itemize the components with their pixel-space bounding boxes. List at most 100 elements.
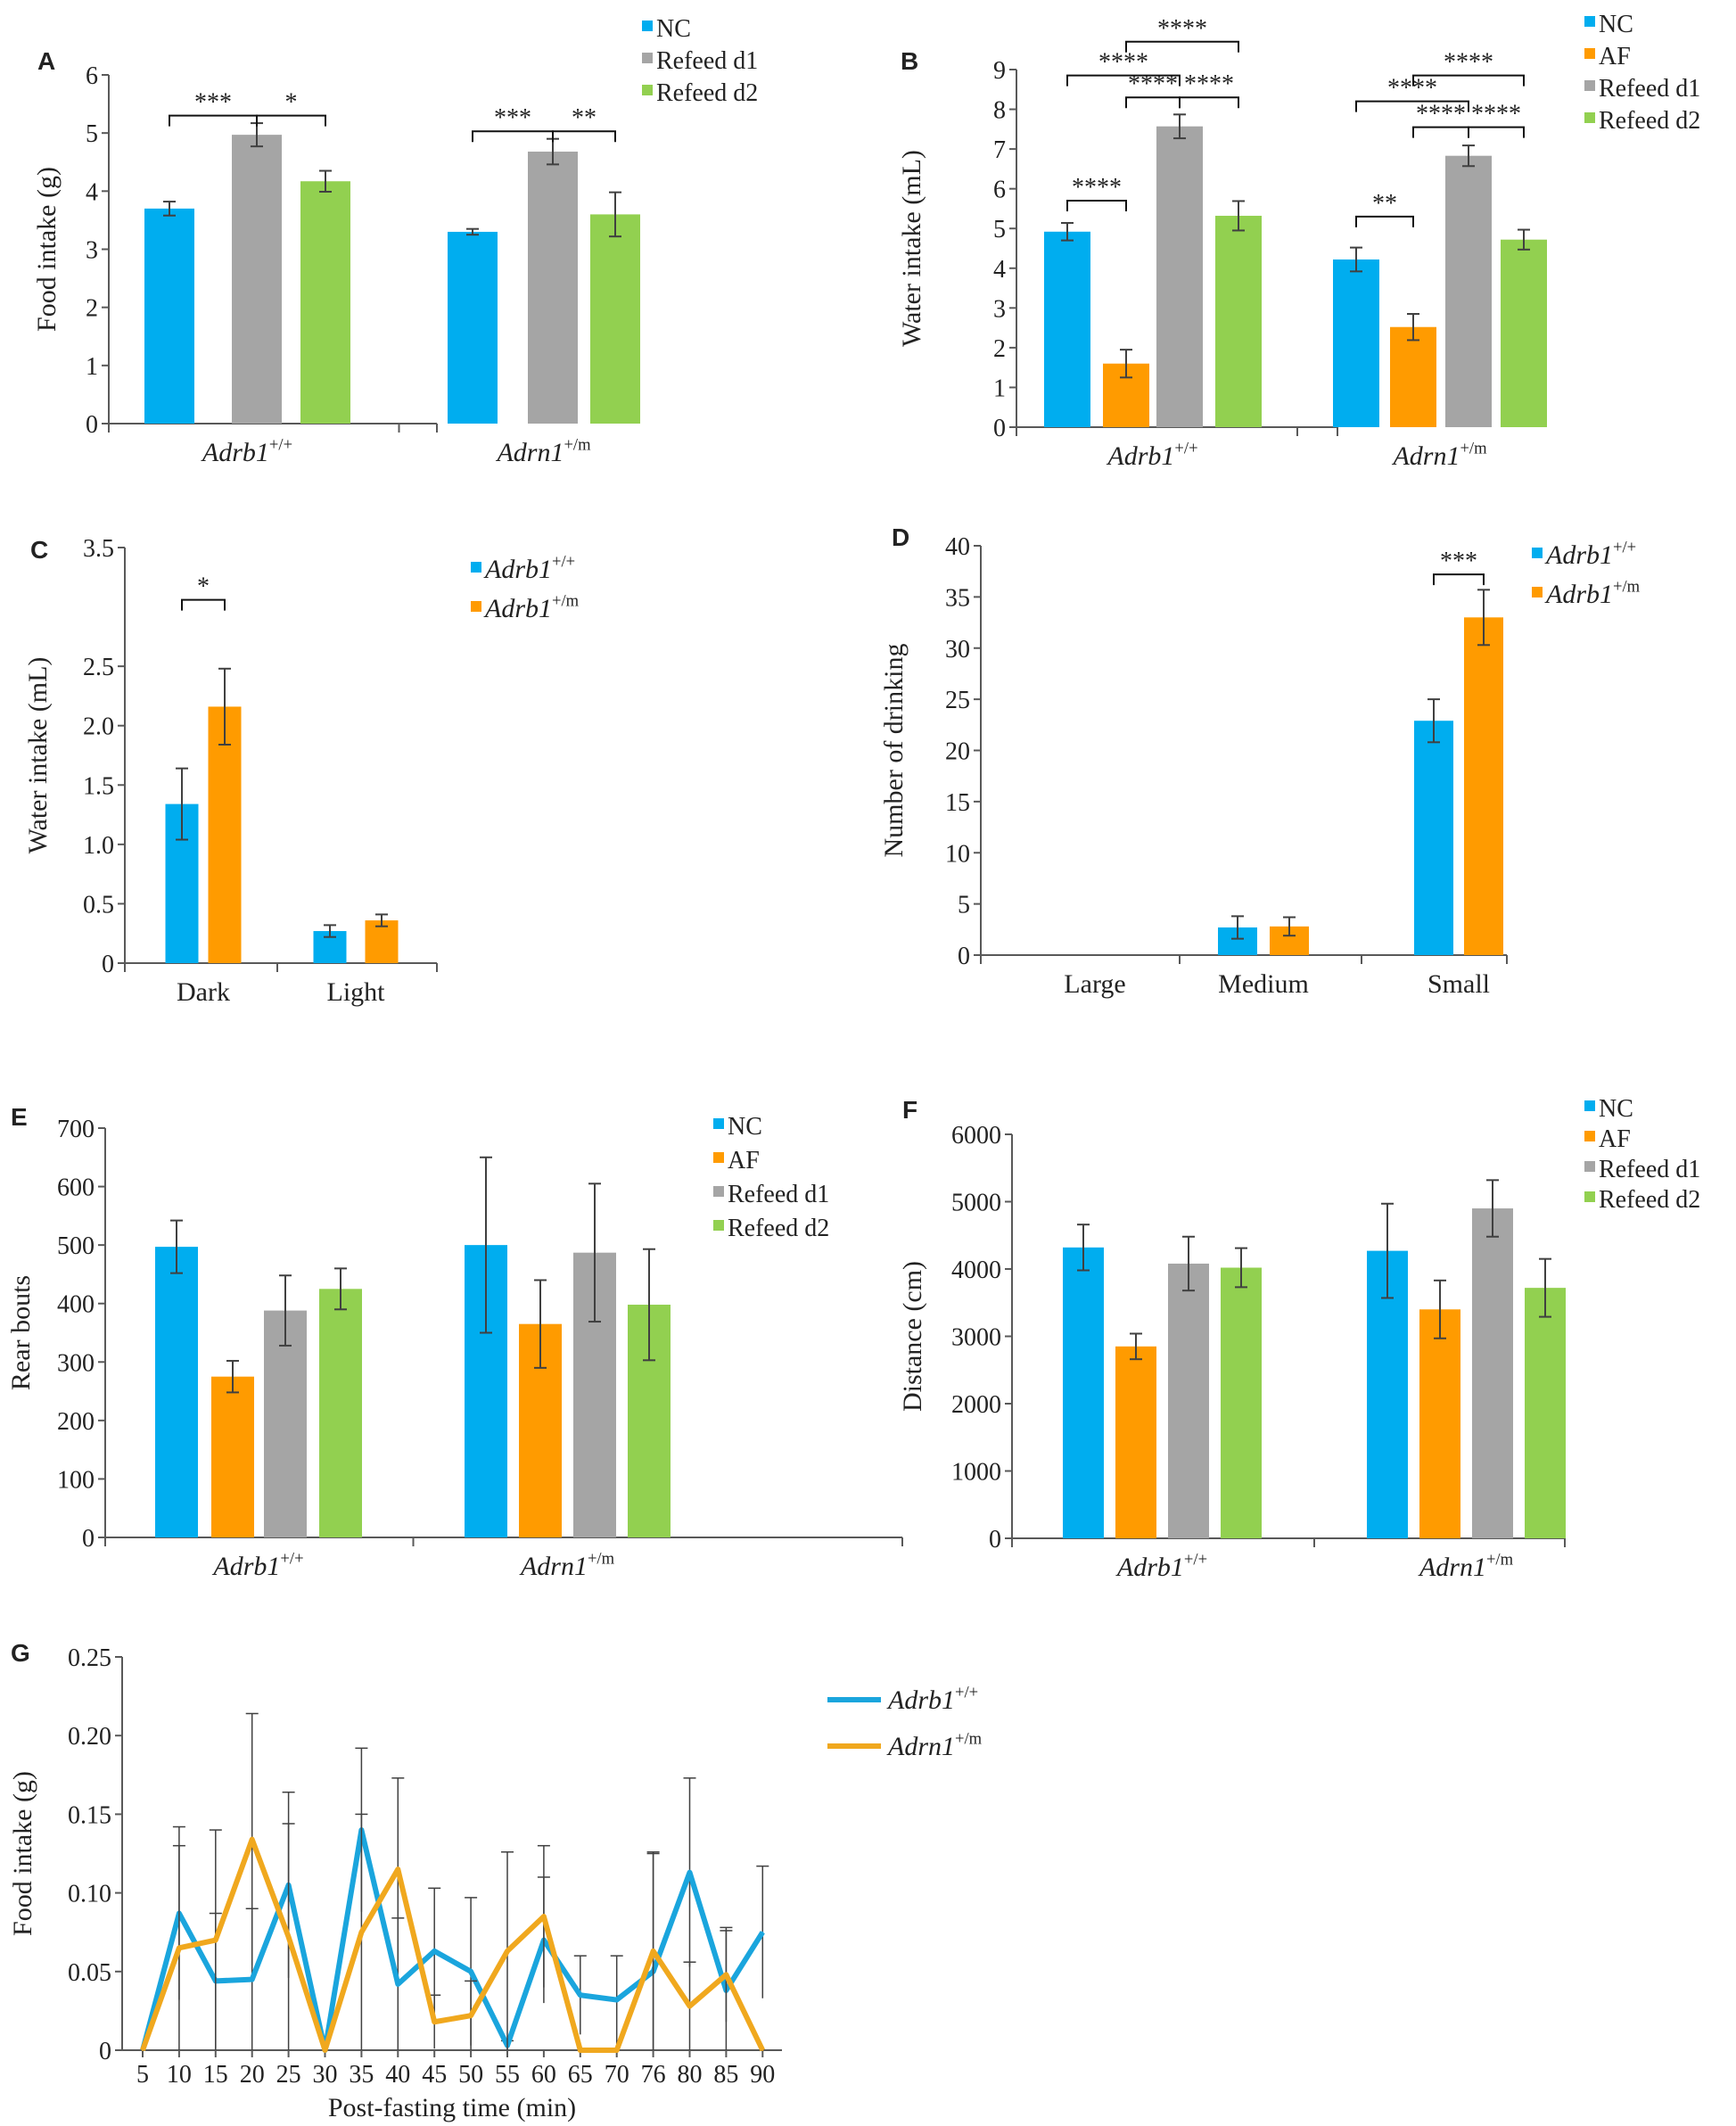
significance-label: * (285, 89, 298, 117)
x-group-label: Adrn1+/m (1391, 439, 1487, 471)
y-tick-label: 0.10 (68, 1881, 111, 1908)
significance-bracket (1125, 96, 1181, 109)
y-tick-label: 0.20 (68, 1723, 111, 1751)
x-tick-label: 35 (349, 2061, 374, 2089)
bar (264, 1310, 307, 1537)
series-line (140, 1827, 765, 2053)
legend-label: Adrb1+/m (483, 591, 580, 623)
bar (144, 208, 194, 424)
y-tick-label: 9 (993, 57, 1006, 85)
y-tick-label: 5000 (951, 1190, 1001, 1217)
y-axis-label: Water intake (mL) (23, 657, 53, 854)
y-tick-label: 6 (993, 177, 1006, 204)
data-point (725, 1974, 728, 1976)
y-tick-label: 0 (958, 943, 970, 970)
x-tick-label: 55 (495, 2061, 520, 2089)
y-tick-label: 4 (86, 178, 98, 206)
y-tick-label: 1000 (951, 1459, 1001, 1487)
y-tick-label: 600 (57, 1174, 95, 1202)
y-tick-label: 3 (993, 295, 1006, 323)
bar (319, 1289, 362, 1537)
x-axis-label: Post-fasting time (min) (328, 2093, 576, 2122)
y-tick-label: 3 (86, 237, 98, 265)
y-tick-label: 8 (993, 97, 1006, 125)
y-tick-label: 2 (86, 295, 98, 323)
legend-swatch (1584, 112, 1595, 123)
x-group-label: Adrb1+/+ (201, 435, 292, 467)
x-tick-label: 90 (750, 2061, 775, 2089)
x-tick-label: 30 (313, 2061, 338, 2089)
legend-swatch (713, 1118, 724, 1129)
x-tick-label: 45 (422, 2061, 447, 2089)
legend-swatch (471, 601, 481, 612)
data-point (287, 1935, 290, 1938)
y-tick-label: 0 (993, 415, 1006, 442)
significance-bracket (1412, 126, 1469, 138)
legend-label: NC (1599, 1095, 1633, 1123)
bar (1419, 1309, 1460, 1538)
significance-label: **** (1098, 49, 1148, 77)
x-category-label: Medium (1218, 969, 1309, 999)
panel-d: D 0 5 10 15 20 25 30 35 40 Number of drinking Large… (879, 523, 1641, 999)
bar (528, 152, 578, 424)
legend-swatch (1532, 548, 1543, 558)
x-tick-label: 20 (240, 2061, 265, 2089)
y-tick-label: 0.5 (83, 891, 114, 919)
y-tick-label: 200 (57, 1408, 95, 1436)
bar (365, 920, 399, 963)
y-tick-label: 35 (945, 584, 970, 612)
bar (1168, 1263, 1209, 1538)
y-tick-label: 4000 (951, 1257, 1001, 1284)
legend-swatch (1532, 587, 1543, 597)
y-tick-label: 1 (86, 353, 98, 381)
y-tick-label: 1.5 (83, 772, 114, 800)
panel-label: D (892, 523, 909, 551)
y-tick-label: 10 (945, 840, 970, 868)
data-point (542, 1916, 545, 1918)
x-category-label: Light (327, 977, 386, 1007)
y-tick-label: 3.5 (83, 535, 114, 563)
legend-label: Refeed d1 (728, 1181, 829, 1208)
data-point (360, 1931, 363, 1933)
y-tick-label: 2.0 (83, 713, 114, 741)
bar (211, 1376, 254, 1537)
bar (1063, 1247, 1104, 1538)
significance-label: ** (572, 104, 596, 132)
bar (300, 181, 350, 424)
x-tick-label: 25 (276, 2061, 301, 2089)
data-point (177, 1947, 180, 1949)
x-tick-label: 85 (713, 2061, 738, 2089)
data-point (579, 2049, 581, 2051)
x-group-label: Adrb1+/+ (1106, 439, 1197, 471)
panel-label: E (11, 1103, 28, 1131)
y-tick-label: 15 (945, 789, 970, 817)
significance-label: **** (1157, 15, 1207, 43)
y-tick-label: 5 (958, 892, 970, 919)
significance-label: ** (1372, 190, 1397, 218)
significance-label: **** (1444, 49, 1493, 77)
y-tick-label: 4 (993, 256, 1006, 284)
legend-swatch (1584, 1161, 1595, 1172)
data-point (688, 2005, 691, 2007)
y-tick-label: 25 (945, 687, 970, 714)
legend-swatch (1584, 1131, 1595, 1141)
legend-label: Refeed d2 (1599, 107, 1700, 135)
y-tick-label: 700 (57, 1116, 95, 1143)
y-tick-label: 1.0 (83, 832, 114, 860)
y-tick-label: 2 (993, 335, 1006, 363)
x-tick-label: 40 (385, 2061, 410, 2089)
significance-bracket (552, 130, 616, 143)
y-axis-label: Food intake (g) (8, 1771, 37, 1936)
significance-bracket (1066, 74, 1181, 87)
y-axis-label: Number of drinking (879, 644, 909, 858)
legend-label: Refeed d2 (1599, 1186, 1700, 1214)
bar (1215, 215, 1262, 427)
data-point (433, 1949, 436, 1952)
y-tick-label: 400 (57, 1291, 95, 1319)
y-tick-label: 0 (86, 411, 98, 439)
bar (590, 214, 640, 424)
bar (1156, 126, 1203, 427)
x-tick-label: 70 (605, 2061, 629, 2089)
y-tick-label: 30 (945, 636, 970, 663)
bar (1464, 617, 1503, 955)
